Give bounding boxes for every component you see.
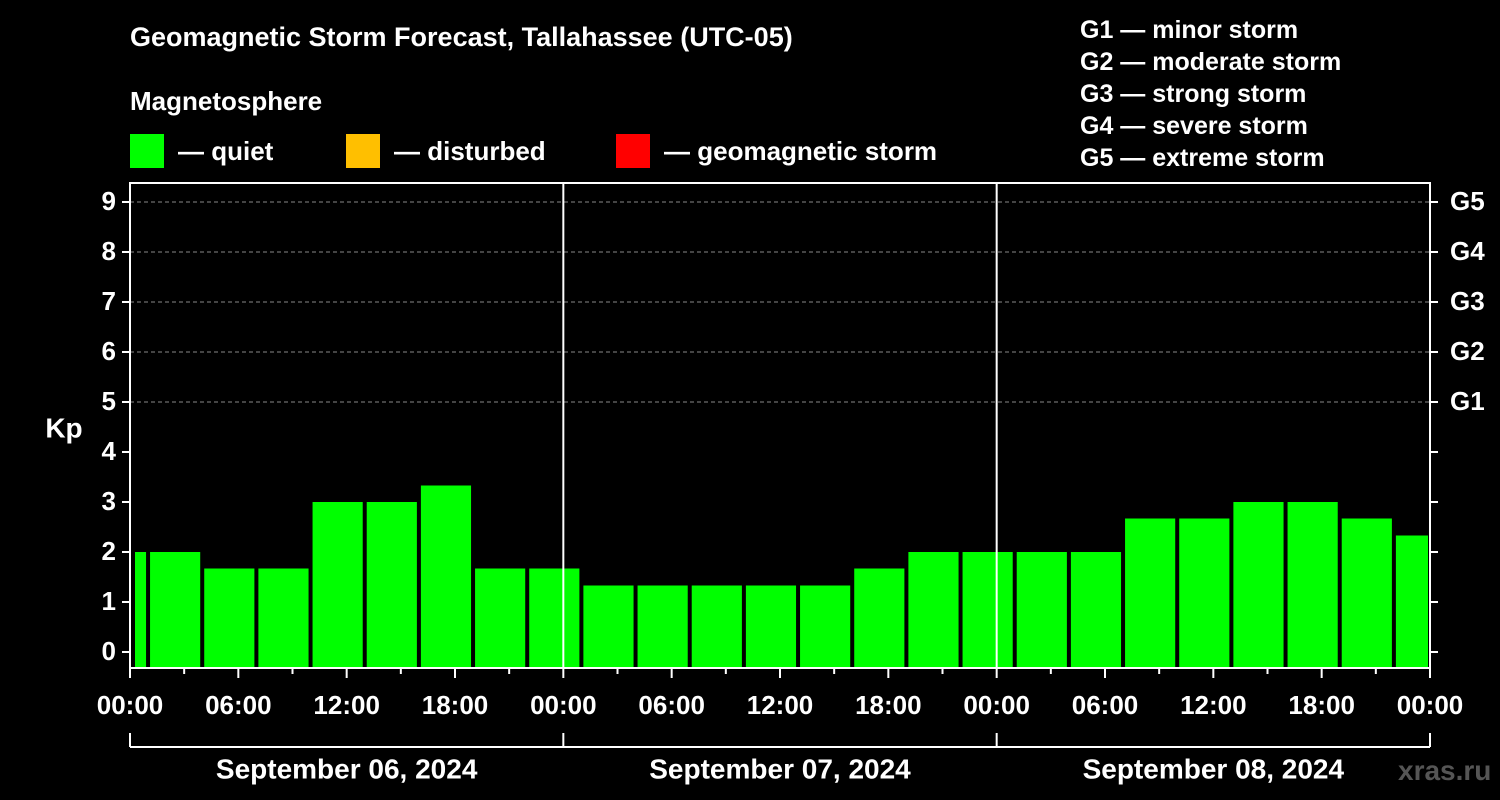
kp-bar [1341, 518, 1392, 668]
watermark: xras.ru [1398, 755, 1492, 786]
kp-bar [962, 552, 1013, 668]
x-tick-label: 00:00 [97, 690, 164, 720]
y-axis-label: Kp [45, 412, 82, 443]
kp-bar [691, 585, 742, 668]
date-label: September 08, 2024 [1083, 753, 1345, 784]
x-tick-label: 06:00 [1072, 690, 1139, 720]
kp-bar [1395, 535, 1428, 668]
kp-bar [312, 502, 363, 668]
x-tick-label: 06:00 [638, 690, 705, 720]
g-scale-item-g3: G3 — strong storm [1080, 80, 1307, 108]
x-tick-label: 00:00 [1397, 690, 1464, 720]
y-tick-label: 3 [102, 486, 116, 516]
g-level-label: G2 [1450, 336, 1485, 366]
legend-disturbed-label: — disturbed [394, 135, 546, 166]
x-tick-label: 00:00 [530, 690, 597, 720]
date-label: September 06, 2024 [216, 753, 478, 784]
y-tick-label: 6 [102, 336, 116, 366]
kp-bar [854, 568, 905, 668]
legend-storm: — geomagnetic storm [616, 134, 937, 168]
y-tick-label: 5 [102, 386, 116, 416]
x-tick-label: 12:00 [1180, 690, 1247, 720]
magnetosphere-label: Magnetosphere [130, 86, 323, 116]
g-scale-item-g4: G4 — severe storm [1080, 112, 1308, 140]
x-tick-label: 12:00 [747, 690, 814, 720]
kp-bar [583, 585, 634, 668]
kp-bar [420, 485, 472, 668]
kp-bar [1016, 552, 1067, 668]
date-label: September 07, 2024 [649, 753, 911, 784]
y-tick-label: 2 [102, 536, 116, 566]
y-tick-label: 4 [102, 436, 117, 466]
y-tick-label: 0 [102, 636, 116, 666]
kp-bar [1070, 552, 1122, 668]
kp-bar [1233, 502, 1284, 668]
kp-bar [475, 568, 526, 668]
legend-storm-swatch [616, 134, 650, 168]
kp-bar [637, 585, 688, 668]
kp-bar [150, 552, 201, 668]
y-tick-label: 8 [102, 236, 116, 266]
y-tick-label: 7 [102, 286, 116, 316]
legend-quiet-label: — quiet [178, 135, 274, 166]
g-scale-item-g5: G5 — extreme storm [1080, 144, 1325, 172]
g-scale-item-g1: G1 — minor storm [1080, 16, 1299, 44]
kp-bar [135, 552, 147, 668]
kp-bar [258, 568, 309, 668]
kp-bar [529, 568, 580, 668]
g-level-label: G3 [1450, 286, 1485, 316]
kp-bar [745, 585, 797, 668]
x-tick-label: 00:00 [963, 690, 1030, 720]
kp-bar [1287, 502, 1338, 668]
kp-bar [1179, 518, 1230, 668]
kp-bar [908, 552, 959, 668]
g-level-label: G4 [1450, 236, 1485, 266]
kp-bar [800, 585, 851, 668]
legend-disturbed: — disturbed [346, 134, 546, 168]
y-tick-label: 1 [102, 586, 116, 616]
g-level-label: G5 [1450, 186, 1485, 216]
x-tick-label: 18:00 [422, 690, 489, 720]
kp-bar [366, 502, 417, 668]
legend-quiet-swatch [130, 134, 164, 168]
x-tick-label: 18:00 [855, 690, 922, 720]
y-tick-label: 9 [102, 186, 116, 216]
kp-bar [204, 568, 255, 668]
g-scale-legend: G1 — minor storm G2 — moderate storm G3 … [1080, 14, 1341, 174]
x-tick-label: 12:00 [313, 690, 380, 720]
x-tick-label: 06:00 [205, 690, 272, 720]
g-level-label: G1 [1450, 386, 1485, 416]
legend-disturbed-swatch [346, 134, 380, 168]
chart-title: Geomagnetic Storm Forecast, Tallahassee … [130, 22, 793, 52]
g-scale-item-g2: G2 — moderate storm [1080, 48, 1342, 76]
legend-storm-label: — geomagnetic storm [664, 135, 938, 166]
kp-bar [1125, 518, 1176, 668]
legend-quiet: — quiet [130, 134, 273, 168]
x-tick-label: 18:00 [1288, 690, 1355, 720]
